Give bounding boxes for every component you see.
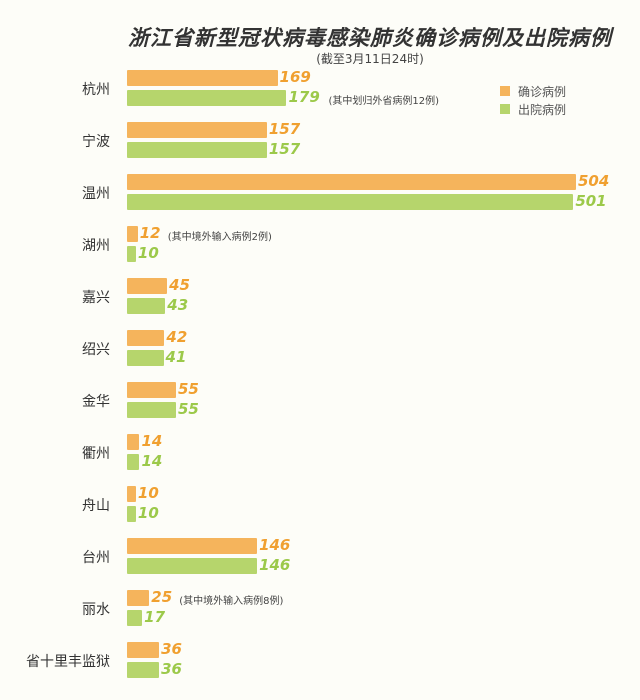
category-label: 金华: [82, 394, 110, 410]
bar-discharged: [127, 662, 160, 678]
data-label: 41: [165, 348, 187, 366]
bar-discharged: [127, 506, 136, 522]
data-label: 14: [141, 432, 163, 450]
data-label: 10: [137, 244, 159, 262]
chart-title: 浙江省新型冠状病毒感染肺炎确诊病例及出院病例: [128, 26, 612, 50]
bar-discharged: [127, 454, 140, 470]
bar-confirmed: [127, 70, 278, 86]
data-label: 55: [177, 380, 199, 398]
data-label: 157: [268, 140, 301, 158]
legend-swatch: [500, 104, 510, 114]
bar-confirmed: [127, 330, 165, 346]
bar-confirmed: [127, 486, 136, 502]
bar-confirmed: [127, 538, 258, 554]
legend: 确诊病例 出院病例: [500, 82, 566, 118]
data-label: 25: [151, 588, 173, 606]
category-label: 台州: [82, 550, 110, 566]
category-label: 温州: [82, 186, 110, 202]
data-label: 45: [169, 276, 190, 294]
bar-discharged: [127, 90, 287, 106]
bar-discharged: [127, 298, 166, 314]
bar-discharged: [127, 350, 164, 366]
data-label: 146: [259, 556, 291, 574]
category-label: 省十里丰监狱: [26, 654, 110, 670]
bar-confirmed: [127, 122, 267, 138]
bar-confirmed: [127, 642, 160, 658]
bar-discharged: [127, 142, 267, 158]
data-label: 179: [288, 88, 320, 106]
bar-confirmed: [127, 174, 576, 190]
data-label: 504: [578, 172, 610, 190]
data-label: 55: [177, 400, 199, 418]
bar-confirmed: [127, 434, 140, 450]
category-label: 绍兴: [82, 342, 110, 358]
data-label: 12: [139, 224, 161, 242]
annotation: (其中划归外省病例12例): [328, 96, 439, 107]
data-label: 17: [144, 608, 166, 626]
data-label: 36: [161, 640, 182, 658]
bar-discharged: [127, 246, 136, 262]
legend-swatch: [500, 86, 510, 96]
annotation: (其中境外输入病例8例): [179, 596, 284, 607]
data-label: 10: [137, 484, 159, 502]
data-label: 36: [161, 660, 182, 678]
bar-discharged: [127, 610, 143, 626]
chart-subtitle: (截至3月11日24时): [316, 52, 424, 66]
bar-discharged: [127, 194, 574, 210]
annotation: (其中境外输入病例2例): [167, 232, 272, 243]
category-label: 丽水: [82, 602, 110, 618]
data-label: 14: [141, 452, 163, 470]
bar-discharged: [127, 402, 176, 418]
data-label: 42: [166, 328, 188, 346]
legend-label: 确诊病例: [518, 84, 567, 99]
category-label: 舟山: [82, 498, 110, 514]
legend-item-discharged: 出院病例: [500, 100, 566, 118]
category-label: 湖州: [82, 238, 110, 254]
data-label: 157: [268, 120, 301, 138]
category-label: 宁波: [82, 134, 110, 150]
data-label: 146: [259, 536, 291, 554]
data-label: 169: [279, 68, 311, 86]
category-label: 衢州: [82, 446, 110, 462]
bar-confirmed: [127, 382, 176, 398]
data-label: 501: [575, 192, 607, 210]
legend-item-confirmed: 确诊病例: [500, 82, 566, 100]
bar-confirmed: [127, 226, 138, 242]
category-label: 嘉兴: [82, 290, 110, 306]
data-label: 43: [167, 296, 189, 314]
data-label: 10: [137, 504, 159, 522]
legend-label: 出院病例: [518, 102, 567, 117]
bar-discharged: [127, 558, 258, 574]
bar-confirmed: [127, 590, 150, 606]
bar-confirmed: [127, 278, 168, 294]
category-label: 杭州: [82, 82, 110, 98]
